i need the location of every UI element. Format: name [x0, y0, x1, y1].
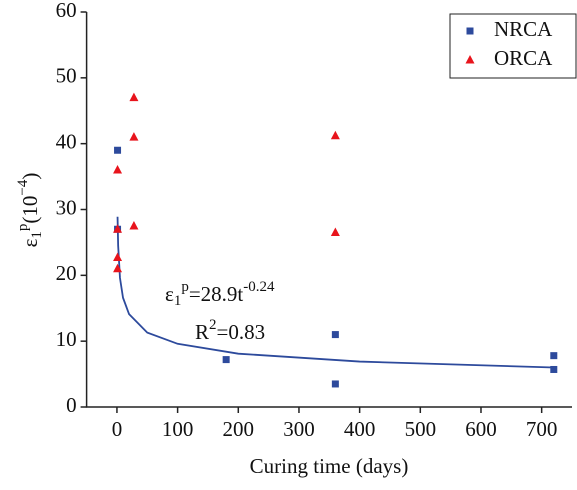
fit-curve	[116, 216, 554, 369]
x-tick-label: 0	[112, 417, 123, 441]
r2-part: 2	[209, 317, 217, 333]
point	[129, 92, 139, 102]
equation: ε1p=28.9t-0.24	[165, 279, 275, 309]
y-tick-label: 50	[56, 64, 77, 88]
legend-box	[449, 13, 577, 79]
y-tick-label: 40	[56, 129, 77, 153]
x-tick-label: 400	[344, 417, 376, 441]
eq-part: -0.24	[243, 279, 275, 295]
eq-part: p	[181, 279, 189, 295]
point	[113, 252, 123, 262]
y-label-part: −4	[15, 179, 31, 195]
x-tick-label: 700	[526, 417, 558, 441]
x-tick-label: 300	[283, 417, 315, 441]
r2-part: =0.83	[217, 320, 266, 344]
x-axis-label: Curing time (days)	[250, 454, 409, 478]
legend-label: NRCA	[494, 17, 553, 41]
y-tick-label: 30	[56, 195, 77, 219]
x-tick-label: 600	[465, 417, 497, 441]
point	[129, 220, 139, 230]
y-label-part: 1	[29, 231, 45, 239]
point	[550, 365, 558, 373]
legend-label: ORCA	[494, 46, 553, 70]
x-tick-label: 100	[162, 417, 194, 441]
eq-part: 1	[174, 293, 182, 309]
x-tick-label: 200	[223, 417, 255, 441]
point	[331, 331, 339, 339]
point	[222, 356, 230, 364]
point	[114, 146, 122, 154]
y-tick-label: 10	[56, 327, 77, 351]
legend-marker	[466, 27, 474, 35]
y-tick-label: 20	[56, 261, 77, 285]
x-tick-label: 500	[405, 417, 437, 441]
point	[330, 227, 340, 237]
y-tick-label: 0	[66, 393, 77, 417]
point	[129, 132, 139, 141]
y-label-part: )	[18, 173, 42, 180]
y-axis-label: ε1p(10−4)	[15, 173, 45, 248]
y-label-part: p	[15, 224, 31, 232]
point	[113, 165, 123, 174]
point	[331, 380, 339, 388]
eq-part: ε	[165, 282, 174, 306]
y-label-part: (10	[18, 196, 42, 224]
r2-part: R	[195, 320, 209, 344]
y-tick-label: 60	[56, 0, 77, 22]
point	[550, 352, 558, 360]
legend-marker	[465, 55, 475, 64]
r-squared: R2=0.83	[195, 317, 265, 343]
point	[330, 130, 340, 140]
eq-part: =28.9t	[189, 282, 244, 306]
y-label-part: ε	[18, 238, 42, 247]
point	[113, 224, 123, 233]
point	[113, 263, 123, 273]
